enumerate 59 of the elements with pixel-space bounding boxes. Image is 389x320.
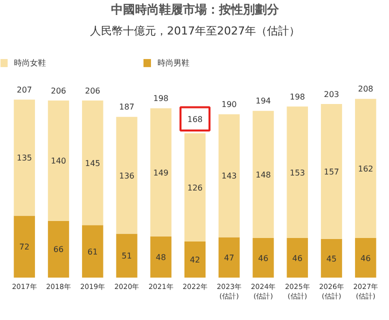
total-label: 194 (256, 96, 271, 106)
total-label: 206 (50, 86, 66, 96)
total-label: 203 (324, 90, 340, 99)
bar (286, 106, 308, 238)
data-label: 48 (156, 252, 166, 262)
bar (82, 225, 104, 278)
bar (355, 238, 376, 278)
data-label: 126 (187, 183, 203, 192)
legend-label: 時尚女鞋 (14, 58, 46, 68)
data-label: 47 (224, 253, 234, 262)
total-label: 206 (84, 86, 100, 96)
bar (184, 241, 206, 278)
total-label: 207 (16, 86, 32, 95)
data-label: 162 (358, 164, 374, 174)
data-label: 145 (84, 158, 100, 168)
chart-subtitle: 人民幣十億元，2017年至2027年（估計） (90, 24, 300, 38)
legend-label: 時尚男鞋 (157, 58, 190, 68)
bar (252, 238, 274, 278)
bar (286, 238, 308, 278)
data-label: 42 (190, 256, 200, 265)
data-label: 46 (360, 254, 371, 263)
annotation: 168 (187, 114, 203, 124)
bar (355, 98, 376, 238)
data-label: 157 (324, 167, 340, 176)
data-label: 72 (19, 242, 30, 252)
data-label: 135 (16, 154, 32, 163)
chart-title: 中國時尚鞋履市場：按性別劃分 (111, 2, 280, 16)
bar (150, 108, 172, 236)
total-label: 198 (290, 92, 306, 102)
bar (14, 100, 35, 216)
data-label: 51 (122, 252, 132, 261)
data-label: 140 (50, 156, 66, 166)
bar (82, 100, 104, 226)
data-label: 149 (153, 168, 169, 178)
bar (218, 114, 240, 238)
bar (48, 100, 70, 221)
data-label: 61 (88, 247, 98, 256)
bar (184, 133, 206, 242)
total-label: 208 (358, 84, 374, 94)
total-label: 187 (119, 102, 134, 112)
data-label: 136 (119, 171, 134, 180)
data-label: 148 (256, 170, 271, 180)
bar (252, 110, 274, 238)
bar (116, 234, 138, 278)
bar (218, 237, 240, 278)
total-label: 198 (153, 94, 169, 104)
data-label: 45 (326, 254, 337, 264)
bar (150, 236, 172, 278)
data-label: 143 (221, 172, 237, 181)
bar (320, 104, 342, 239)
bar (320, 238, 342, 278)
data-label: 153 (290, 168, 306, 178)
bar (14, 216, 35, 278)
data-label: 46 (292, 254, 302, 263)
total-label: 190 (221, 100, 237, 110)
data-label: 46 (258, 254, 268, 263)
bar (48, 220, 70, 278)
bar (116, 116, 138, 234)
data-label: 66 (53, 245, 64, 254)
